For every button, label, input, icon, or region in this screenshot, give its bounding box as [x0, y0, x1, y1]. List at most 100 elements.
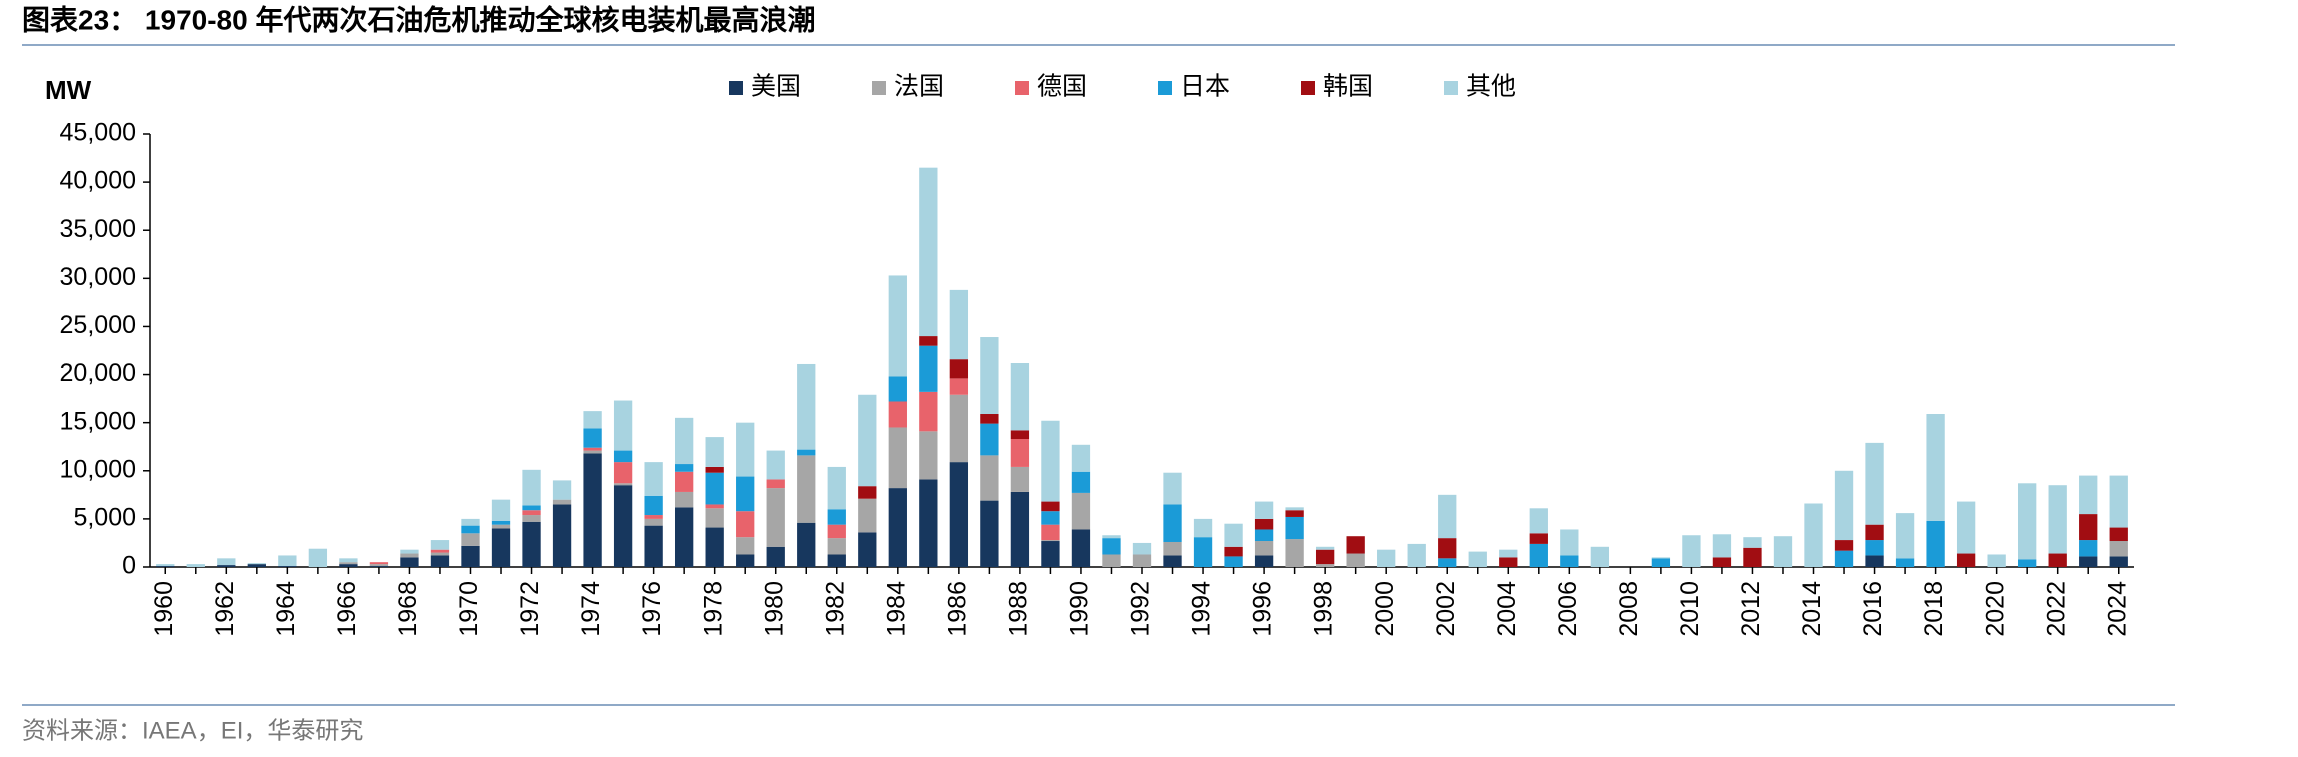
bar-segment — [766, 450, 785, 480]
x-tick-label: 1972 — [516, 581, 544, 637]
bar-segment — [461, 533, 480, 546]
bar-segment — [2109, 475, 2128, 528]
legend-swatch — [1158, 81, 1172, 95]
bar-segment — [919, 336, 938, 346]
y-tick-label: 15,000 — [60, 407, 136, 435]
bar-segment — [705, 466, 724, 473]
bar-segment — [552, 499, 572, 505]
bar-segment — [674, 417, 694, 465]
bar-segment — [1193, 518, 1213, 538]
x-tick-label: 1988 — [1005, 581, 1033, 637]
source-note: 资料来源：IAEA，EI，华泰研究 — [22, 717, 363, 744]
bar-segment — [308, 548, 328, 567]
bar-segment — [1163, 555, 1182, 567]
bar-segment — [1438, 494, 1457, 539]
legend-label: 韩国 — [1323, 73, 1373, 101]
bar-segment — [674, 464, 694, 472]
bar-segment — [522, 521, 541, 567]
bar-segment — [369, 564, 389, 567]
bar-segment — [1834, 470, 1854, 541]
bar-segment — [736, 476, 755, 512]
bar-segment — [217, 558, 236, 566]
bar-segment — [247, 564, 266, 567]
bar-segment — [583, 428, 602, 448]
bar-segment — [949, 462, 969, 567]
bar-segment — [1438, 558, 1457, 567]
bar-segment — [400, 553, 419, 558]
x-tick-label: 2008 — [1615, 581, 1643, 637]
bar-segment — [2109, 541, 2128, 557]
bar-segment — [1804, 503, 1823, 567]
x-tick-label: 2012 — [1737, 581, 1765, 637]
bar-segment — [552, 480, 572, 500]
y-tick-label: 40,000 — [60, 167, 136, 195]
bar-segment — [949, 289, 969, 360]
legend-swatch — [1015, 81, 1029, 95]
bar-segment — [1010, 466, 1030, 492]
bar-segment — [613, 400, 633, 451]
bar-segment — [1132, 554, 1152, 567]
bar-segment — [858, 486, 877, 499]
legend-label: 德国 — [1037, 73, 1087, 101]
bar-segment — [919, 431, 938, 480]
y-tick-label: 45,000 — [60, 119, 136, 147]
bar-segment — [1712, 557, 1732, 567]
bar-segment — [827, 538, 846, 555]
bar-segment — [1041, 511, 1060, 525]
bar-segment — [1010, 491, 1030, 567]
bar-segment — [1315, 546, 1335, 550]
bar-segment — [797, 449, 816, 456]
bar-segment — [1743, 537, 1762, 548]
bar-segment — [613, 450, 633, 463]
bar-segment — [2079, 540, 2098, 557]
bar-segment — [980, 423, 999, 456]
bar-segment — [217, 565, 236, 567]
x-tick-label: 2010 — [1676, 581, 1704, 637]
bar-segment — [2079, 514, 2098, 541]
y-tick-label: 20,000 — [60, 359, 136, 387]
y-tick-label: 35,000 — [60, 215, 136, 243]
y-tick-label: 30,000 — [60, 263, 136, 291]
bar-segment — [156, 564, 175, 567]
bar-segment — [1651, 557, 1671, 559]
bar-segment — [1315, 549, 1335, 565]
bar-segment — [2048, 553, 2067, 567]
bar-segment — [919, 391, 938, 432]
bar-segment — [1071, 529, 1091, 567]
x-tick-label: 1986 — [943, 581, 971, 637]
bar-segment — [1346, 536, 1365, 554]
bar-segment — [339, 562, 358, 565]
bar-segment — [797, 522, 816, 567]
bar-segment — [156, 566, 175, 567]
bar-segment — [766, 546, 785, 567]
bar-segment — [674, 471, 694, 492]
bar-segment — [491, 499, 511, 521]
bar-segment — [1041, 501, 1060, 512]
x-tick-label: 2002 — [1432, 581, 1460, 637]
bar-segment — [827, 509, 846, 525]
bar-segment — [644, 518, 663, 526]
bar-segment — [2109, 527, 2128, 542]
y-tick-label: 0 — [122, 552, 136, 580]
bar-segment — [1834, 540, 1854, 551]
bar-segment — [1010, 439, 1030, 467]
bar-segment — [1438, 538, 1457, 559]
bar-segment — [858, 394, 877, 487]
bar-segment — [919, 479, 938, 567]
bar-segment — [1590, 546, 1610, 567]
bar-segment — [1285, 516, 1304, 540]
bar-segment — [1041, 524, 1060, 541]
bar-segment — [339, 564, 358, 567]
bar-segment — [369, 566, 389, 567]
chart-title: 图表23： 1970-80 年代两次石油危机推动全球核电装机最高浪潮 — [22, 3, 815, 35]
bar-segment — [644, 462, 663, 496]
y-tick-label: 10,000 — [60, 455, 136, 483]
bar-segment — [1193, 537, 1213, 567]
bar-segment — [1071, 471, 1091, 493]
bar-segment — [1346, 553, 1365, 567]
bar-segment — [705, 472, 724, 505]
bar-segment — [1285, 539, 1304, 567]
bar-segment — [1041, 541, 1060, 567]
bar-segment — [1163, 541, 1182, 556]
